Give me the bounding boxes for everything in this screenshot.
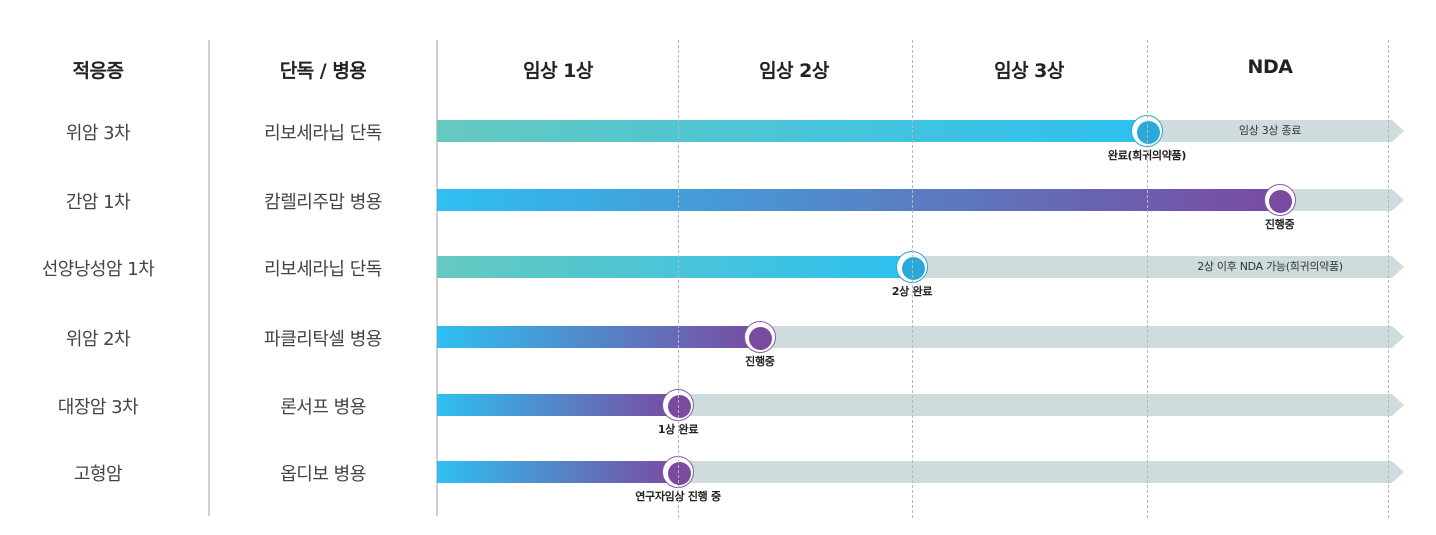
column-divider-2 — [436, 40, 438, 516]
indication-label: 간암 1차 — [65, 192, 131, 213]
indication-label: 위암 3차 — [65, 123, 131, 144]
indication-label: 위암 2차 — [65, 329, 131, 350]
track-arrow-icon — [1392, 120, 1404, 142]
header-indication: 적응증 — [72, 60, 124, 82]
milestone-marker — [743, 321, 776, 353]
milestone-dot — [667, 461, 691, 485]
milestone-label: 진행중 — [1264, 218, 1295, 231]
indication-label: 대장암 3차 — [57, 397, 139, 418]
indication-label: 고형암 — [73, 464, 123, 485]
regimen-label: 파클리탁셀 병용 — [264, 329, 382, 350]
phase-boundary-2 — [912, 40, 913, 518]
regimen-label: 리보세라닙 단독 — [264, 259, 382, 280]
milestone-dot — [667, 394, 691, 418]
phase-boundary-4 — [1388, 40, 1389, 518]
progress-fill — [437, 189, 1280, 211]
track-arrow-icon — [1392, 189, 1404, 211]
indication-label: 선양낭성암 1차 — [41, 259, 155, 280]
progress-fill — [437, 256, 912, 278]
header-regimen: 단독 / 병용 — [279, 60, 367, 82]
milestone-dot — [749, 326, 773, 350]
regimen-label: 론서프 병용 — [280, 397, 366, 418]
track-status-label: 2상 이후 NDA 가능(희귀의약품) — [1197, 260, 1343, 273]
regimen-label: 옵디보 병용 — [280, 464, 366, 485]
milestone-dot — [1269, 189, 1293, 213]
track-arrow-icon — [1392, 326, 1404, 348]
header-phase-1: 임상 1상 — [523, 60, 593, 82]
progress-fill — [437, 326, 760, 348]
phase-boundary-3 — [1147, 40, 1148, 518]
milestone-label: 진행중 — [745, 355, 775, 368]
regimen-label: 캄렐리주맙 병용 — [264, 192, 382, 213]
progress-fill — [437, 461, 678, 483]
progress-fill — [437, 120, 1147, 142]
track-status-label: 임상 3상 종료 — [1238, 124, 1302, 137]
track-arrow-icon — [1392, 461, 1404, 483]
regimen-label: 리보세라닙 단독 — [264, 123, 382, 144]
header-phase-2: 임상 2상 — [759, 60, 829, 82]
column-divider-1 — [208, 40, 210, 516]
header-phase-3: 임상 3상 — [994, 60, 1064, 82]
milestone-dot — [901, 256, 925, 280]
progress-fill — [437, 394, 678, 416]
track-arrow-icon — [1392, 394, 1404, 416]
header-phase-nda: NDA — [1247, 56, 1293, 78]
track-arrow-icon — [1392, 256, 1404, 278]
milestone-marker — [1263, 184, 1296, 216]
milestone-dot — [1136, 120, 1160, 144]
phase-boundary-1 — [678, 40, 679, 518]
